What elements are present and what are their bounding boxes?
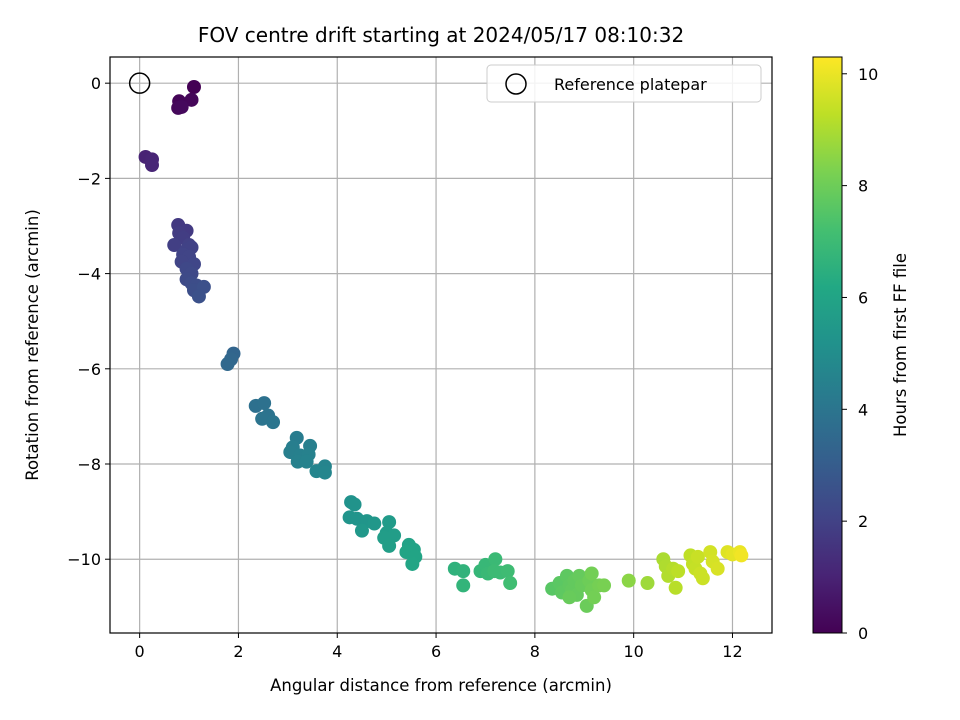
data-points bbox=[138, 79, 749, 613]
colorbar-tick-label: 10 bbox=[858, 65, 878, 84]
data-point bbox=[597, 578, 612, 593]
data-point bbox=[174, 99, 189, 114]
colorbar-tick-label: 0 bbox=[858, 624, 868, 643]
legend: Reference platepar bbox=[486, 64, 762, 103]
colorbar-tick-label: 6 bbox=[858, 288, 868, 307]
y-tick-label: 0 bbox=[91, 74, 101, 93]
colorbar: 0 2 4 6 8 10 Hours from first FF file bbox=[812, 56, 910, 643]
data-point bbox=[695, 571, 710, 586]
data-point bbox=[347, 497, 362, 512]
data-point bbox=[640, 576, 655, 591]
x-tick-label: 4 bbox=[332, 642, 342, 661]
data-point bbox=[317, 465, 332, 480]
x-tick-label: 6 bbox=[431, 642, 441, 661]
x-tick-label: 10 bbox=[623, 642, 643, 661]
data-point bbox=[266, 415, 281, 430]
data-point bbox=[405, 556, 420, 571]
x-tick-label: 0 bbox=[135, 642, 145, 661]
data-point bbox=[184, 92, 199, 107]
data-point bbox=[167, 238, 182, 253]
data-point bbox=[382, 538, 397, 553]
legend-box bbox=[486, 64, 762, 103]
data-point bbox=[734, 548, 749, 563]
x-axis-ticks: 0 2 4 6 8 10 12 bbox=[135, 633, 743, 661]
legend-entry-label: Reference platepar bbox=[554, 75, 707, 94]
colorbar-tick-label: 4 bbox=[858, 400, 868, 419]
data-point bbox=[690, 549, 705, 564]
data-point bbox=[257, 396, 272, 411]
y-tick-label: −10 bbox=[67, 550, 101, 569]
colorbar-tick-label: 2 bbox=[858, 512, 868, 531]
data-point bbox=[191, 289, 206, 304]
data-point bbox=[671, 564, 686, 579]
data-point bbox=[456, 578, 471, 593]
data-point bbox=[382, 515, 397, 530]
grid bbox=[110, 57, 772, 633]
colorbar-label: Hours from first FF file bbox=[891, 253, 910, 437]
data-point bbox=[621, 573, 636, 588]
legend-marker bbox=[505, 73, 527, 95]
y-tick-label: −8 bbox=[77, 455, 101, 474]
data-point bbox=[584, 566, 599, 581]
data-point bbox=[255, 411, 270, 426]
x-tick-label: 12 bbox=[722, 642, 742, 661]
data-point bbox=[562, 590, 577, 605]
data-point bbox=[710, 561, 725, 576]
reference-layer bbox=[128, 72, 151, 94]
plot-frame bbox=[109, 56, 773, 634]
y-axis-label: Rotation from reference (arcmin) bbox=[23, 209, 42, 481]
data-point bbox=[500, 564, 515, 579]
data-point bbox=[220, 357, 235, 372]
reference-platepar-marker bbox=[128, 72, 151, 94]
y-tick-label: −6 bbox=[77, 360, 101, 379]
data-point bbox=[668, 580, 683, 595]
y-tick-label: −2 bbox=[77, 169, 101, 188]
data-point bbox=[503, 576, 518, 591]
data-point bbox=[587, 590, 602, 605]
data-point bbox=[367, 516, 382, 531]
colorbar-tick-label: 8 bbox=[858, 177, 868, 196]
colorbar-ticks: 0 2 4 6 8 10 bbox=[842, 65, 878, 643]
data-point bbox=[144, 158, 159, 173]
x-axis-label: Angular distance from reference (arcmin) bbox=[270, 676, 612, 695]
data-point bbox=[354, 523, 369, 538]
data-point bbox=[186, 79, 201, 94]
colorbar-gradient bbox=[812, 56, 843, 634]
y-tick-label: −4 bbox=[77, 265, 101, 284]
x-tick-label: 2 bbox=[233, 642, 243, 661]
x-tick-label: 8 bbox=[530, 642, 540, 661]
chart-title: FOV centre drift starting at 2024/05/17 … bbox=[198, 23, 684, 47]
data-point bbox=[299, 454, 314, 469]
y-axis-ticks: 0 −2 −4 −6 −8 −10 bbox=[67, 74, 110, 569]
data-point bbox=[488, 552, 503, 567]
data-point bbox=[456, 564, 471, 579]
